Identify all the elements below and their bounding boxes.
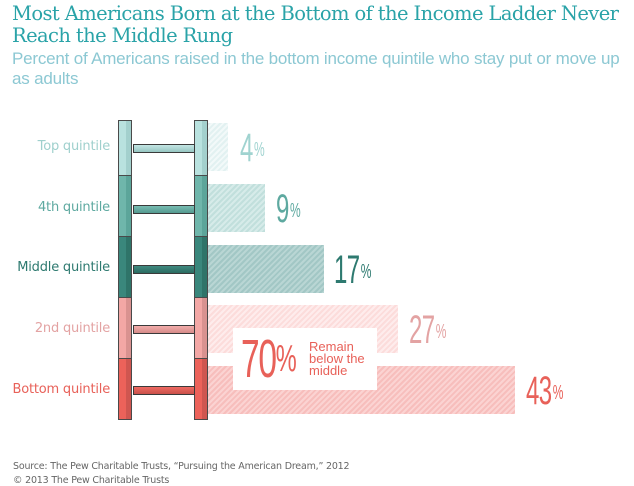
ladder-rail-left-middle [118,236,132,298]
ladder-rung-bottom [133,386,195,395]
value-middle: 17% [334,248,371,292]
row-label-bottom: Bottom quintile [12,382,111,397]
source-note: Source: The Pew Charitable Trusts, “Purs… [13,461,350,472]
ladder-rung-2nd [133,325,195,334]
bar-top [208,123,228,171]
ladder-rail-right-middle [194,236,208,298]
ladder-rung-middle [133,265,195,274]
ladder-rail-right-4th [194,175,208,237]
value-4th: 9% [276,187,301,231]
row-label-2nd: 2nd quintile [34,321,110,336]
ladder-rail-left-4th [118,175,132,237]
ladder-rail-right-top [194,120,208,176]
ladder-rung-4th [133,205,195,214]
row-label-4th: 4th quintile [37,200,110,215]
bar-middle [208,245,324,293]
ladder-rail-left-top [118,120,132,176]
value-top: 4% [240,126,265,170]
row-label-top: Top quintile [37,139,111,154]
ladder-rail-left-2nd [118,297,132,359]
value-bottom: 43% [526,369,563,413]
ladder-rung-top [133,144,195,153]
ladder-rail-right-bottom [194,358,208,420]
chart-title: Most Americans Born at the Bottom of the… [12,2,619,47]
callout-text: Remain below the middle [309,339,365,378]
value-2nd: 27% [409,308,446,352]
copyright-note: © 2013 The Pew Charitable Trusts [13,475,170,486]
ladder-rail-left-bottom [118,358,132,420]
bar-4th [208,184,265,232]
callout-value: 70% [241,329,297,389]
row-label-middle: Middle quintile [17,260,110,275]
callout-box: 70% Remain below the middle [233,328,377,390]
chart-subtitle: Percent of Americans raised in the botto… [12,49,620,88]
ladder-rail-right-2nd [194,297,208,359]
